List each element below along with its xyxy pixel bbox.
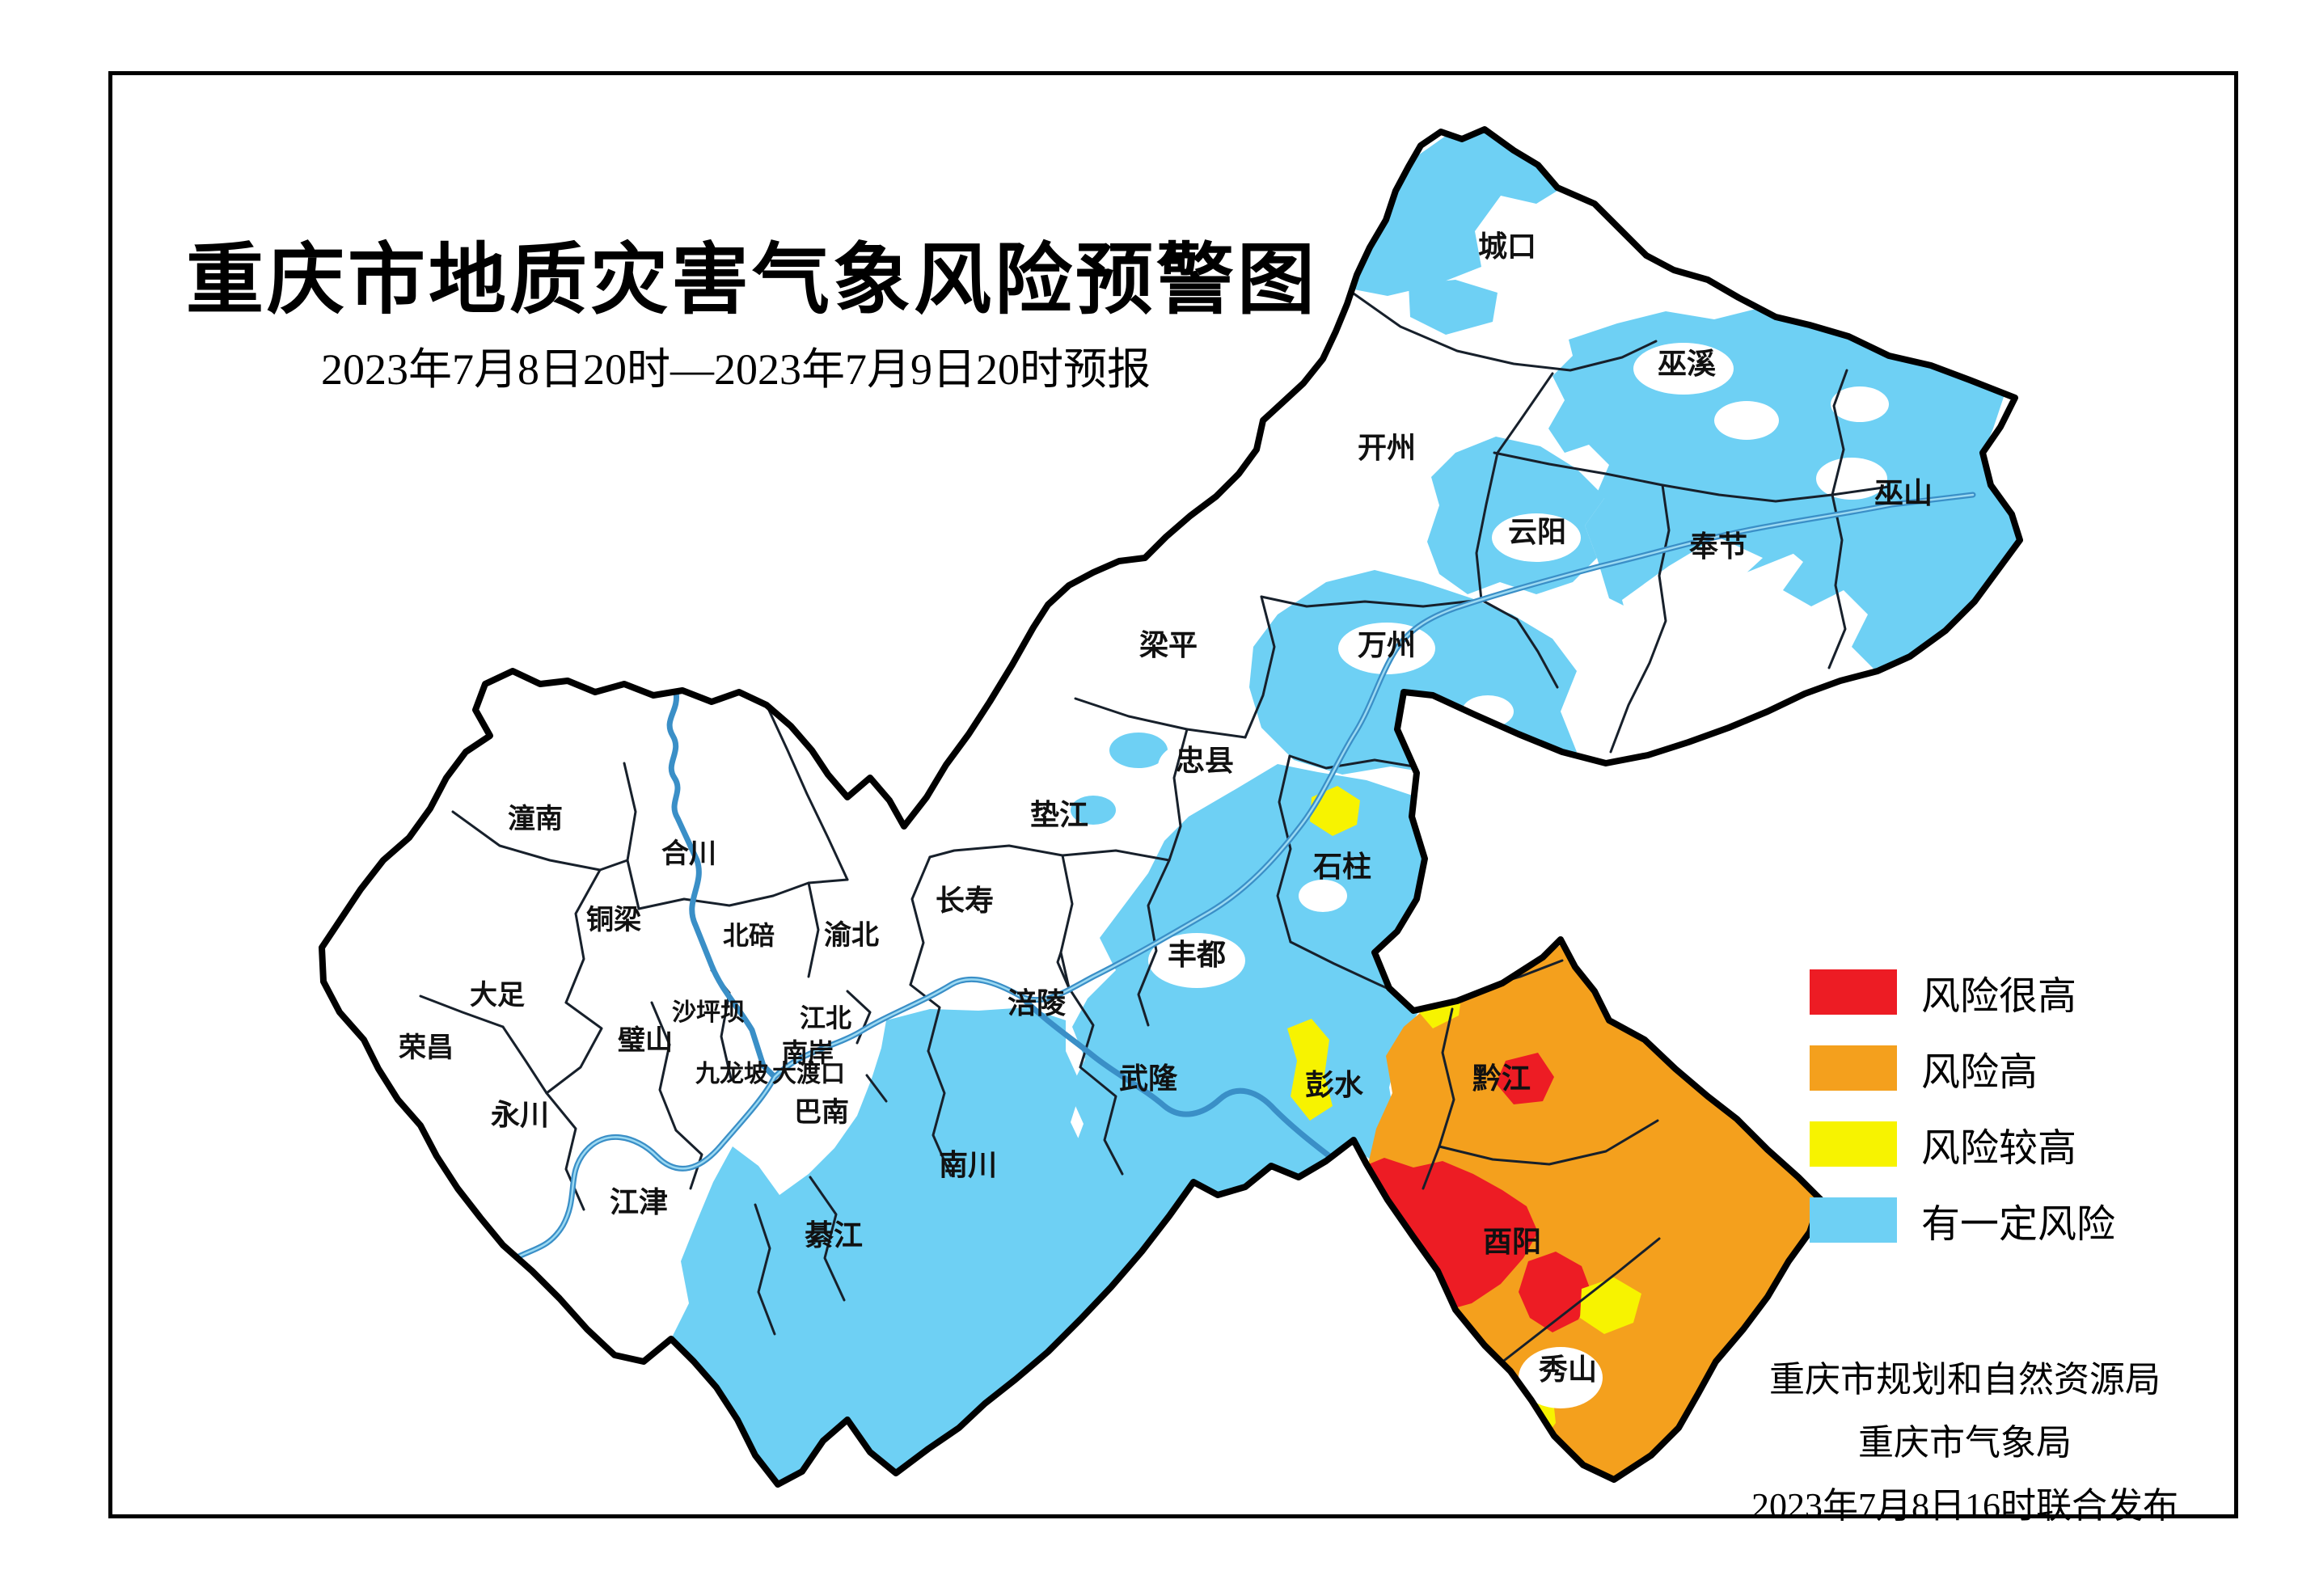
wujiang-river (1017, 993, 1339, 1164)
rivers (487, 492, 1976, 1282)
attribution-agency-2: 重庆市气象局 (1858, 1423, 2072, 1463)
legend-row-very-high: 风险很高 (1810, 964, 2115, 1020)
district-label-30: 渝北 (824, 920, 879, 951)
legend-label-very-high: 风险很高 (1921, 975, 2077, 1018)
district-label-8: 梁平 (1139, 629, 1198, 661)
legend-swatch-moderately-high (1810, 1121, 1897, 1167)
district-label-2: 巫溪 (1658, 348, 1716, 380)
legend: 风险很高 风险高 风险较高 有一定风险 (1810, 964, 2115, 1248)
district-label-5: 云阳 (1508, 516, 1566, 548)
attribution-agency-1: 重庆市规划和自然资源局 (1769, 1360, 2161, 1400)
district-label-1: 城口 (1478, 230, 1536, 263)
district-label-37: 巴南 (794, 1097, 849, 1128)
jialing-river (666, 689, 778, 1080)
district-label-34: 南岸 (782, 1038, 834, 1067)
district-label-10: 垫江 (1030, 799, 1088, 831)
district-label-28: 铜梁 (586, 905, 641, 935)
district-label-18: 酉阳 (1483, 1226, 1541, 1258)
district-label-36: 大渡口 (772, 1061, 845, 1087)
district-label-20: 南川 (939, 1149, 997, 1181)
district-label-22: 江津 (610, 1186, 668, 1218)
district-label-17: 黔江 (1472, 1062, 1531, 1095)
district-label-16: 彭水 (1305, 1069, 1364, 1101)
district-label-12: 长寿 (936, 885, 994, 917)
legend-row-high: 风险高 (1810, 1040, 2115, 1096)
district-label-6: 奉节 (1689, 530, 1747, 563)
district-label-14: 涪陵 (1008, 987, 1066, 1020)
legend-row-some-risk: 有一定风险 (1810, 1192, 2115, 1248)
district-label-9: 忠县 (1176, 745, 1234, 777)
district-label-4: 开州 (1358, 432, 1416, 464)
risk-zone-high (1368, 942, 1823, 1480)
legend-swatch-very-high (1810, 969, 1897, 1015)
district-label-29: 北碚 (723, 921, 775, 950)
district-label-35: 九龙坡 (695, 1061, 768, 1087)
legend-swatch-high (1810, 1045, 1897, 1091)
district-label-25: 大足 (470, 980, 525, 1011)
district-label-3: 巫山 (1874, 477, 1933, 509)
attribution: 重庆市规划和自然资源局 重庆市气象局 2023年7月8日16时联合发布 (1706, 1349, 2224, 1538)
district-label-33: 璧山 (618, 1024, 673, 1056)
legend-label-moderately-high: 风险较高 (1921, 1127, 2077, 1170)
legend-label-high: 风险高 (1921, 1051, 2038, 1094)
district-label-23: 永川 (491, 1099, 549, 1131)
district-label-7: 万州 (1358, 629, 1416, 661)
page-title: 重庆市地质灾害气象风险预警图 (186, 237, 1318, 323)
forecast-period: 2023年7月8日20时—2023年7月9日20时预报 (321, 345, 1151, 394)
district-label-26: 潼南 (508, 804, 563, 834)
legend-label-some-risk: 有一定风险 (1921, 1203, 2116, 1246)
district-label-13: 丰都 (1168, 939, 1226, 971)
map-frame-border (108, 71, 2238, 1518)
attribution-issue-time: 2023年7月8日16时联合发布 (1751, 1486, 2178, 1526)
district-label-21: 綦江 (805, 1219, 863, 1252)
district-label-24: 荣昌 (399, 1032, 454, 1063)
district-label-27: 合川 (661, 838, 716, 869)
district-label-15: 武隆 (1119, 1062, 1178, 1095)
legend-swatch-some-risk (1810, 1197, 1897, 1243)
district-label-11: 石柱 (1313, 851, 1371, 883)
district-label-31: 沙坪坝 (672, 999, 745, 1026)
legend-row-moderately-high: 风险较高 (1810, 1116, 2115, 1172)
district-label-32: 江北 (800, 1003, 851, 1032)
district-label-19: 秀山 (1538, 1353, 1597, 1386)
